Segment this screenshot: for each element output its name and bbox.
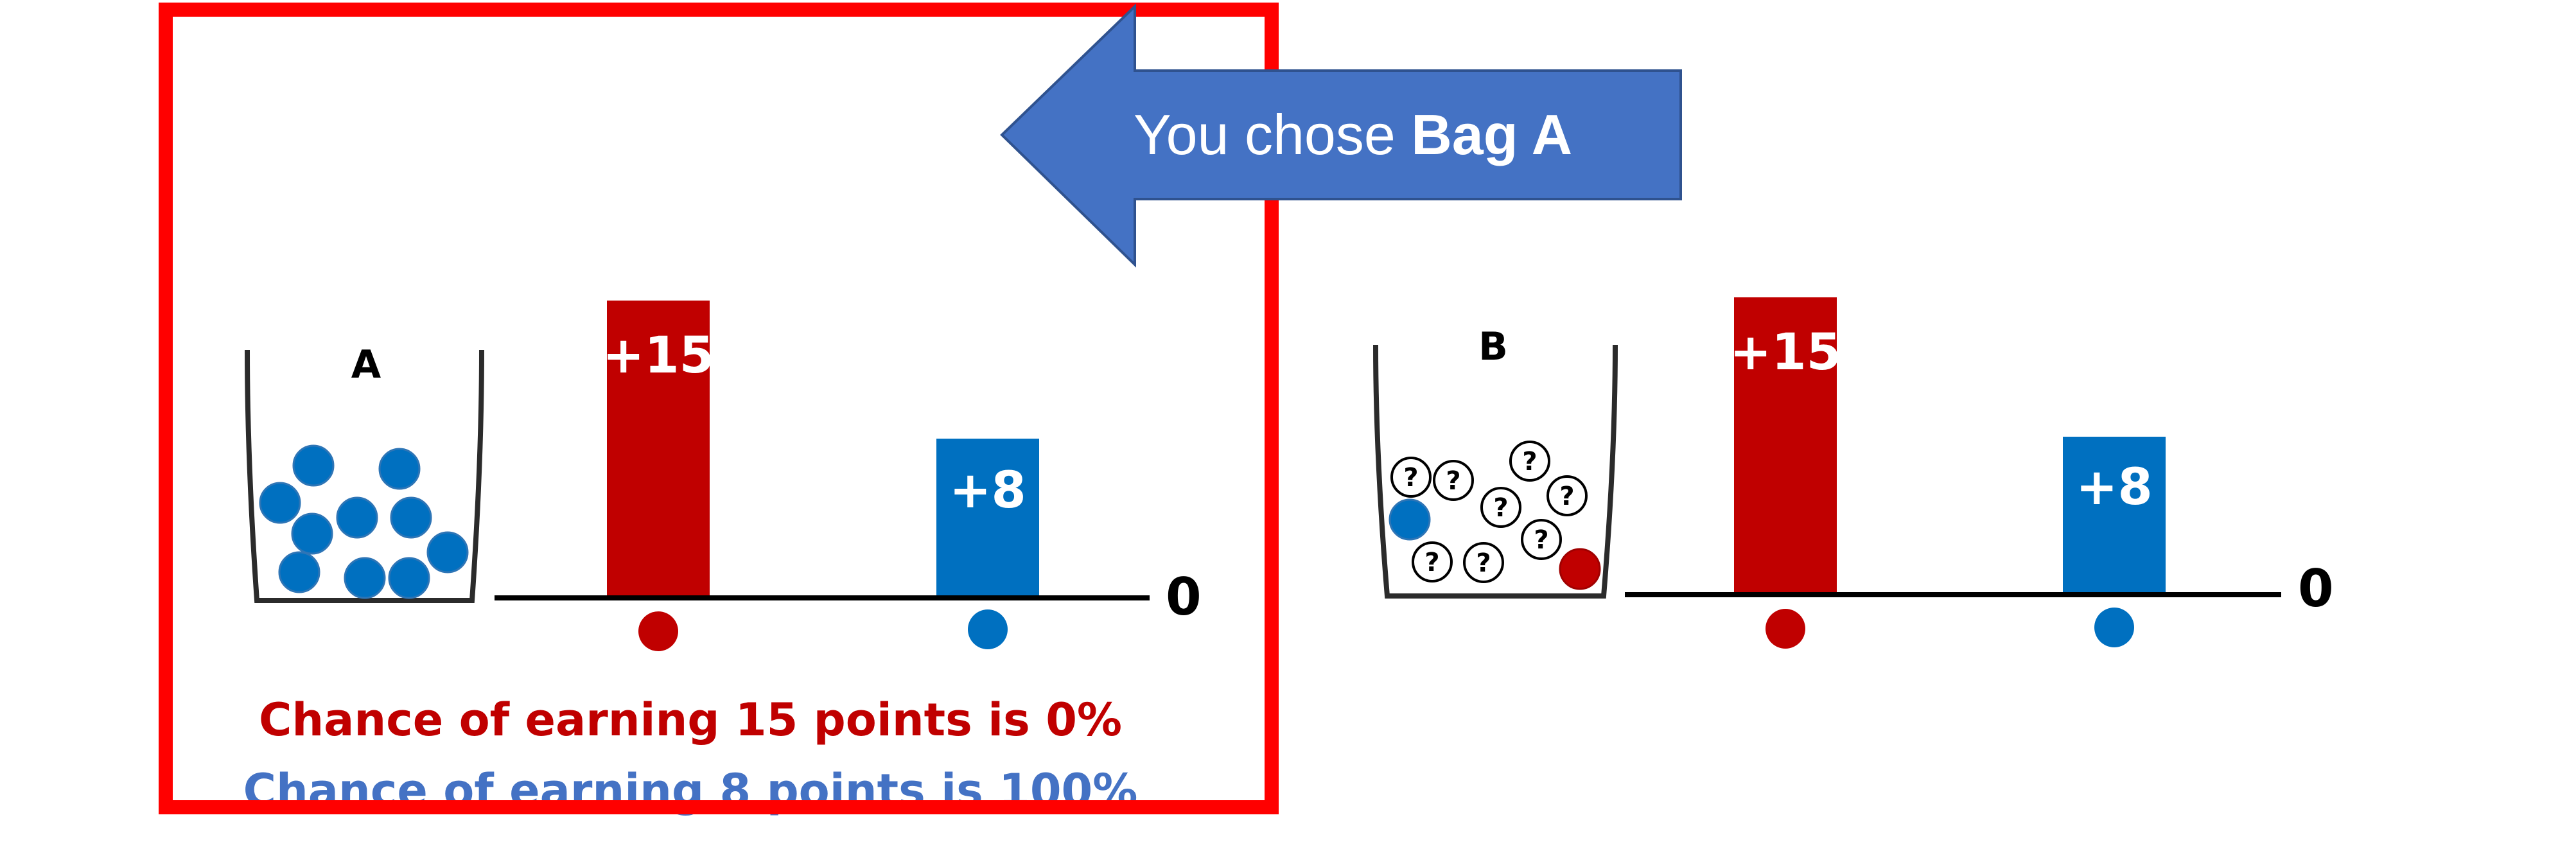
bag-b-letter: B <box>1478 324 1508 369</box>
blue-marble <box>336 496 378 539</box>
svg-text:?: ? <box>1493 493 1508 523</box>
blue-dot-b <box>2094 608 2134 647</box>
bag-a-outline <box>245 349 484 603</box>
bag-a[interactable]: A <box>245 342 484 603</box>
unknown-marble: ? <box>1509 441 1550 482</box>
bar-red-b-label: +15 <box>1730 324 1841 381</box>
svg-text:?: ? <box>1559 482 1574 511</box>
unknown-marble: ? <box>1546 475 1588 516</box>
bag-b-marbles: ? ? ? ? ? <box>1389 441 1601 590</box>
blue-marble <box>1389 498 1431 541</box>
arrow-shape <box>1000 3 1682 268</box>
blue-marble <box>291 512 333 555</box>
blue-marble <box>426 531 469 573</box>
bar-red-a <box>607 301 710 597</box>
zero-label-a: 0 <box>1166 567 1202 627</box>
arrow-label-prefix: You chose <box>1134 103 1411 166</box>
blue-marble <box>344 557 386 599</box>
red-marble <box>1559 548 1601 590</box>
panel-b[interactable]: B ? ? ? ? <box>1373 297 2334 649</box>
svg-text:?: ? <box>1446 466 1460 496</box>
blue-marble <box>378 448 421 490</box>
unknown-marble: ? <box>1433 460 1474 501</box>
blue-marble <box>388 557 430 599</box>
bag-b[interactable]: B ? ? ? ? <box>1373 324 1618 599</box>
unknown-marble: ? <box>1412 541 1453 582</box>
panel-a[interactable]: A +15 +8 0 C <box>159 3 1279 817</box>
blue-marble <box>259 482 301 524</box>
bag-b-outline <box>1373 344 1618 599</box>
zero-label-b: 0 <box>2298 559 2334 618</box>
choice-arrow: You chose Bag A <box>1000 3 1682 268</box>
bar-blue-a <box>936 439 1039 597</box>
blue-marble <box>390 496 432 539</box>
payoff-chart-b: +15 +8 0 <box>1625 297 2334 649</box>
red-dot-b <box>1766 609 1805 649</box>
bar-red-b <box>1734 297 1837 594</box>
svg-text:?: ? <box>1534 525 1548 555</box>
svg-text:?: ? <box>1403 463 1418 493</box>
bar-blue-a-label: +8 <box>949 462 1026 520</box>
chance-15-text: Chance of earning 15 points is 0% <box>259 694 1122 746</box>
bag-a-letter: A <box>351 342 381 387</box>
bar-red-a-label: +15 <box>602 327 714 385</box>
unknown-marble: ? <box>1480 487 1521 528</box>
blue-marble <box>292 444 335 487</box>
svg-text:?: ? <box>1424 548 1439 577</box>
bar-blue-b-label: +8 <box>2076 459 2153 516</box>
arrow-label: You chose Bag A <box>1134 103 1572 166</box>
selection-frame <box>159 3 1279 814</box>
unknown-marble: ? <box>1390 457 1432 498</box>
blue-marble <box>278 551 320 593</box>
red-dot-a <box>638 611 678 651</box>
bar-blue-b <box>2063 437 2166 594</box>
svg-text:?: ? <box>1476 548 1491 578</box>
bag-a-marbles <box>259 444 469 599</box>
unknown-marble: ? <box>1521 519 1562 560</box>
payoff-chart-a: +15 +8 0 <box>495 301 1202 651</box>
svg-text:?: ? <box>1522 447 1537 477</box>
unknown-marble: ? <box>1463 542 1504 583</box>
arrow-label-choice: Bag A <box>1411 103 1572 166</box>
blue-dot-a <box>968 609 1008 649</box>
